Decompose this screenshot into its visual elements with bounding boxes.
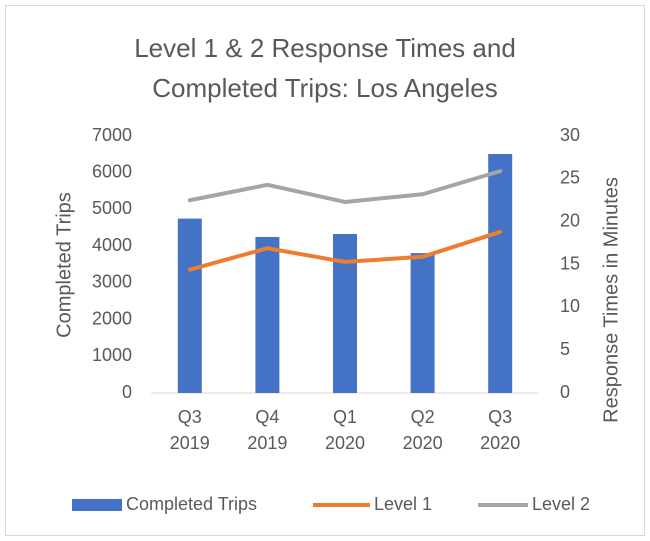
y2-tick-label: 10	[560, 296, 580, 316]
y-tick-label: 4000	[92, 235, 132, 255]
bar	[333, 234, 357, 393]
y-tick-label: 0	[122, 382, 132, 402]
y-tick-label: 3000	[92, 272, 132, 292]
y2-tick-label: 25	[560, 168, 580, 188]
legend-label: Level 2	[532, 494, 590, 514]
y2-tick-label: 20	[560, 210, 580, 230]
line	[187, 229, 503, 272]
bar	[410, 253, 435, 393]
bar	[488, 153, 513, 393]
y-tick-label: 2000	[92, 308, 132, 328]
legend-label: Level 1	[374, 494, 432, 514]
y2-tick-label: 15	[560, 253, 580, 273]
y-tick-label: 5000	[92, 198, 132, 218]
y2-tick-label: 30	[560, 125, 580, 145]
bar	[177, 218, 202, 393]
y-tick-label: 1000	[92, 345, 132, 365]
bar	[255, 236, 280, 393]
y2-tick-label: 0	[560, 382, 570, 402]
x-tick-label: Q3 2020	[480, 407, 521, 453]
x-tick-label: Q3 2019	[169, 407, 210, 453]
x-tick-label: Q4 2019	[247, 407, 288, 453]
y2-axis-title: Response Times in Minutes	[600, 177, 622, 423]
y-tick-label: 7000	[92, 125, 132, 145]
line	[187, 169, 503, 204]
x-tick-label: Q1 2020	[324, 407, 366, 453]
legend-label: Completed Trips	[126, 494, 257, 514]
legend-swatch	[72, 499, 122, 511]
y-tick-label: 6000	[92, 161, 132, 181]
chart-title: Level 1 & 2 Response Times and Completed…	[134, 33, 516, 103]
y-axis-title: Completed Trips	[53, 192, 75, 338]
y2-tick-label: 5	[560, 339, 570, 359]
chart-border	[5, 5, 645, 536]
x-tick-label: Q2 2020	[402, 407, 443, 453]
